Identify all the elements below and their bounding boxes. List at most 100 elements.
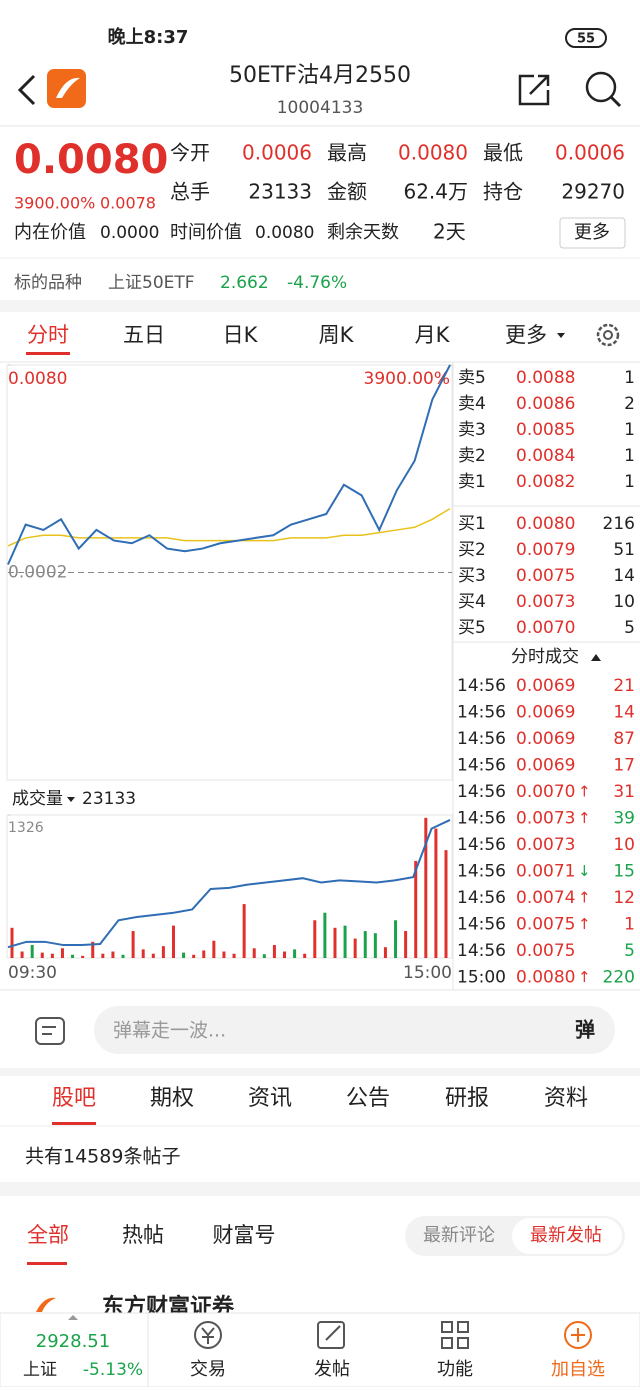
nav-button[interactable]: 发帖 [314,1359,350,1380]
back-button[interactable] [17,74,36,106]
chart-tab[interactable]: 分时 [27,323,69,347]
trade-direction: ↑ [578,783,591,801]
nav-button[interactable]: 交易 [190,1359,226,1380]
danmaku-placeholder[interactable]: 弹幕走一波... [113,1020,226,1042]
volume-bar [222,951,226,958]
trade-direction: ↑ [578,809,591,827]
trade-price: 0.0074 [516,888,575,908]
field-label: 时间价值 [170,222,242,243]
field-value: 0.0080 [398,141,468,165]
last-price: 0.0080 [14,137,168,183]
book-volume: 1 [624,472,635,492]
volume-bar [232,953,236,958]
field-label: 总手 [170,180,210,204]
trade-time: 15:00 [457,968,506,988]
chart-tab[interactable]: 月K [415,323,451,347]
volume-bar [434,828,438,958]
post-sort[interactable]: 最新发帖 [530,1225,602,1246]
nav-button[interactable]: 功能 [437,1359,473,1380]
logo-mark [56,77,80,98]
y-tick-label: 1326 [8,820,44,836]
dropdown-arrow [67,797,75,802]
search-button[interactable] [585,71,622,108]
index-name: 上证 [23,1360,57,1380]
chart-tab[interactable]: 五日 [123,323,165,347]
community-tab[interactable]: 资讯 [248,1086,292,1111]
danmaku-settings[interactable] [35,1017,65,1045]
volume-bar [161,946,165,958]
sort-active [512,1218,622,1254]
share-button[interactable] [518,74,550,106]
trade-time: 14:56 [457,809,506,829]
field-value: 23133 [248,180,312,204]
volume-bar [283,951,287,958]
field-value: 0.0006 [555,141,625,165]
underlying-price: 2.662 [220,273,269,293]
chart-tab[interactable]: 周K [319,323,355,347]
volume-bar [383,947,387,958]
danmaku-toggle[interactable]: 弹 [575,1018,595,1042]
trade-price: 0.0080 [516,968,575,988]
dropdown-arrow [557,333,565,338]
volume-total: 23133 [82,789,136,809]
volume-title: 成交量 [12,789,63,809]
danmaku-input[interactable] [94,1006,615,1054]
volume-bar [192,954,196,958]
field-value: 29270 [561,180,625,204]
post-filter[interactable]: 全部 [27,1223,69,1247]
community-tab[interactable]: 股吧 [52,1086,96,1111]
more-label[interactable]: 更多 [574,222,610,243]
volume-bar [293,949,297,958]
book-price: 0.0079 [516,540,575,560]
post-filter[interactable]: 财富号 [213,1223,276,1247]
volume-bar [303,953,307,958]
book-label: 买5 [458,618,486,638]
community-tab[interactable]: 资料 [544,1086,588,1111]
book-price: 0.0084 [516,446,575,466]
field-label: 金额 [327,180,367,204]
trade-volume: 21 [613,676,635,696]
volume-bar [313,920,317,958]
book-price: 0.0075 [516,566,575,586]
index-arrow [68,1315,78,1320]
trade-price: 0.0069 [516,676,575,696]
battery [565,28,607,48]
field-value: 0.0080 [255,223,314,243]
settings-button[interactable] [596,323,620,347]
volume-bar [394,920,398,958]
community-tab[interactable]: 研报 [445,1086,489,1111]
post-sort[interactable]: 最新评论 [423,1225,495,1246]
more-button[interactable] [559,217,626,249]
chart-tab[interactable]: 日K [223,323,259,347]
volume-bar [10,927,14,958]
page-title: 50ETF沽4月2550 [229,63,411,88]
book-price: 0.0085 [516,420,575,440]
book-price: 0.0080 [516,514,575,534]
community-tab[interactable]: 期权 [150,1086,194,1111]
section-gap [0,300,640,312]
trade-time: 14:56 [457,941,506,961]
book-label: 卖4 [458,394,486,414]
book-volume: 216 [603,514,635,534]
volume-bar [60,948,64,958]
volume-bar [353,938,357,958]
post-filter[interactable]: 热帖 [122,1223,164,1247]
x-tick-label: 15:00 [403,963,452,983]
post-avatar [36,1297,56,1312]
chart-tab[interactable]: 更多 [505,323,547,347]
trade-price: 0.0075 [516,941,575,961]
volume-bar [151,953,155,958]
book-label: 卖2 [458,446,486,466]
volume-bar [424,817,428,958]
volume-bar [404,931,408,958]
book-label: 买2 [458,540,486,560]
nav-button[interactable]: 加自选 [551,1359,605,1380]
status-time: 晚上8:37 [108,26,189,48]
volume-bar [30,945,34,958]
book-label: 卖5 [458,368,486,388]
book-volume: 10 [613,592,635,612]
section-gap [0,1068,640,1076]
community-tab[interactable]: 公告 [346,1086,390,1111]
underlying-change: -4.76% [287,273,347,293]
